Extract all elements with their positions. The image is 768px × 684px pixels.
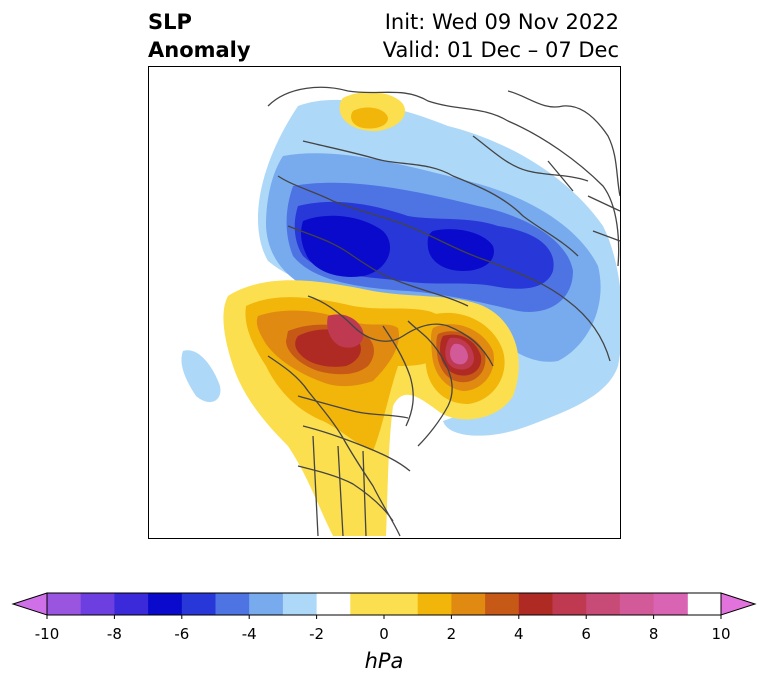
colorbar-ticks: -10 -8 -6 -4 -2 0 2 4 6 8 10 bbox=[35, 615, 731, 643]
boundary-line bbox=[307, 295, 494, 367]
colorbar-segment bbox=[518, 593, 553, 615]
colorbar-segment bbox=[586, 593, 621, 615]
colorbar-segment bbox=[350, 593, 419, 615]
colorbar-segment bbox=[249, 593, 284, 615]
colorbar-segment bbox=[653, 593, 688, 615]
colorbar-unit-label: hPa bbox=[365, 649, 404, 673]
boundary-line bbox=[302, 425, 411, 472]
contour-pink bbox=[450, 343, 468, 365]
boundary-line bbox=[382, 325, 414, 427]
colorbar-tick-label: 8 bbox=[649, 625, 659, 643]
colorbar-tick-label: 2 bbox=[447, 625, 457, 643]
colorbar-segment bbox=[181, 593, 216, 615]
colorbar-extend-max bbox=[720, 592, 757, 616]
boundary-line bbox=[277, 175, 611, 362]
map-frame bbox=[148, 66, 621, 539]
colorbar-tick-label: -10 bbox=[35, 625, 60, 643]
colorbar-tick-label: -6 bbox=[174, 625, 189, 643]
boundary-line bbox=[547, 160, 621, 242]
boundary-line bbox=[472, 135, 589, 182]
colorbar-segment bbox=[552, 593, 587, 615]
colorbar-segment bbox=[619, 593, 655, 615]
slp-anomaly-map bbox=[148, 66, 621, 539]
boundary-line bbox=[407, 320, 453, 447]
positive-anomaly-north bbox=[339, 92, 406, 132]
boundary-line bbox=[507, 90, 621, 197]
colorbar-tick-label: 10 bbox=[711, 625, 730, 643]
coastlines-and-borders bbox=[267, 86, 621, 537]
colorbar-tick-label: 6 bbox=[581, 625, 591, 643]
valid-range: Valid: 01 Dec – 07 Dec bbox=[382, 38, 619, 62]
negative-anomaly-region bbox=[181, 99, 621, 436]
contour-lightblue bbox=[181, 350, 221, 403]
colorbar-segment bbox=[80, 593, 115, 615]
colorbar-segment bbox=[316, 593, 351, 615]
title-line-1: SLP bbox=[148, 10, 192, 34]
contour-blue4 bbox=[301, 215, 391, 277]
colorbar-segment bbox=[282, 593, 318, 615]
colorbar-segment bbox=[417, 593, 452, 615]
colorbar-segment bbox=[47, 593, 82, 615]
boundary-line bbox=[287, 225, 469, 307]
colorbar-segment bbox=[485, 593, 520, 615]
colorbar-tick-label: 4 bbox=[514, 625, 524, 643]
contour-rose bbox=[327, 314, 364, 348]
colorbar-tick-label: -4 bbox=[242, 625, 257, 643]
colorbar-segment bbox=[451, 593, 486, 615]
boundary-line bbox=[267, 86, 620, 267]
boundary-line bbox=[302, 140, 579, 257]
colorbar-tick-label: 0 bbox=[379, 625, 389, 643]
colorbar-segments bbox=[47, 593, 688, 615]
map-subtitle: Init: Wed 09 Nov 2022 Valid: 01 Dec – 07… bbox=[383, 8, 619, 64]
colorbar-segment bbox=[148, 593, 183, 615]
map-title: SLP Anomaly bbox=[148, 8, 251, 64]
colorbar-tick-label: -2 bbox=[309, 625, 324, 643]
positive-anomaly-region bbox=[223, 280, 519, 536]
colorbar-extend-min bbox=[11, 592, 48, 616]
title-line-2: Anomaly bbox=[148, 38, 251, 62]
colorbar: -10 -8 -6 -4 -2 0 2 4 6 8 10 hPa bbox=[11, 592, 757, 673]
boundary-line bbox=[297, 395, 409, 419]
colorbar-segment bbox=[215, 593, 250, 615]
init-date: Init: Wed 09 Nov 2022 bbox=[384, 10, 619, 34]
colorbar-segment bbox=[114, 593, 149, 615]
contour-gold bbox=[351, 107, 388, 129]
boundary-line bbox=[312, 435, 367, 537]
colorbar-tick-label: -8 bbox=[107, 625, 122, 643]
